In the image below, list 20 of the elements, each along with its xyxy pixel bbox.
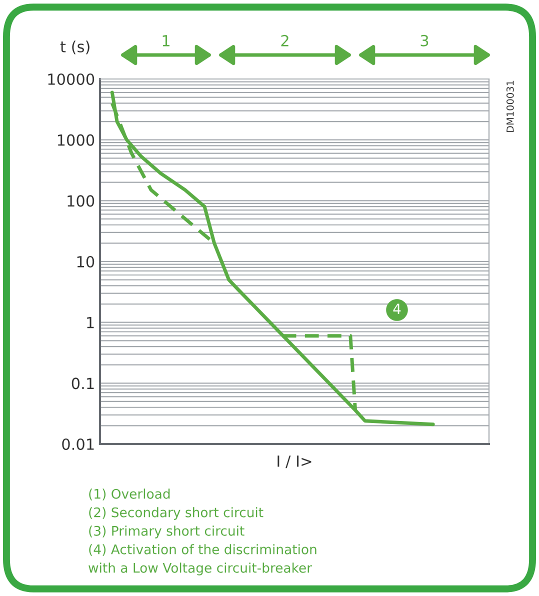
text: 1 [162,35,170,46]
y-tick-label: 100 [68,195,94,207]
y-tick-label: 10000 [48,73,94,86]
text: DM100031 [506,80,514,132]
annotation: 4 [393,304,401,314]
text: (1) Overload [89,488,170,500]
y-tick-label: 1000 [58,134,94,146]
text: (3) Primary short circuit [89,526,244,538]
text: 3 [420,34,428,46]
x-axis-title: I / I> [278,456,312,468]
y-tick-label: 1 [87,317,94,328]
text: with a Low Voltage circuit-breaker [88,562,312,576]
text: (4) Activation of the discrimination [89,544,316,556]
y-axis-title: t (s) [60,40,90,54]
text: (2) Secondary short circuit [89,507,264,520]
y-tick-label: 0.01 [62,438,94,450]
y-tick-label: 10 [77,256,94,268]
text: 2 [281,34,288,46]
line-series [110,90,435,426]
y-tick-label: 0.1 [72,378,94,390]
